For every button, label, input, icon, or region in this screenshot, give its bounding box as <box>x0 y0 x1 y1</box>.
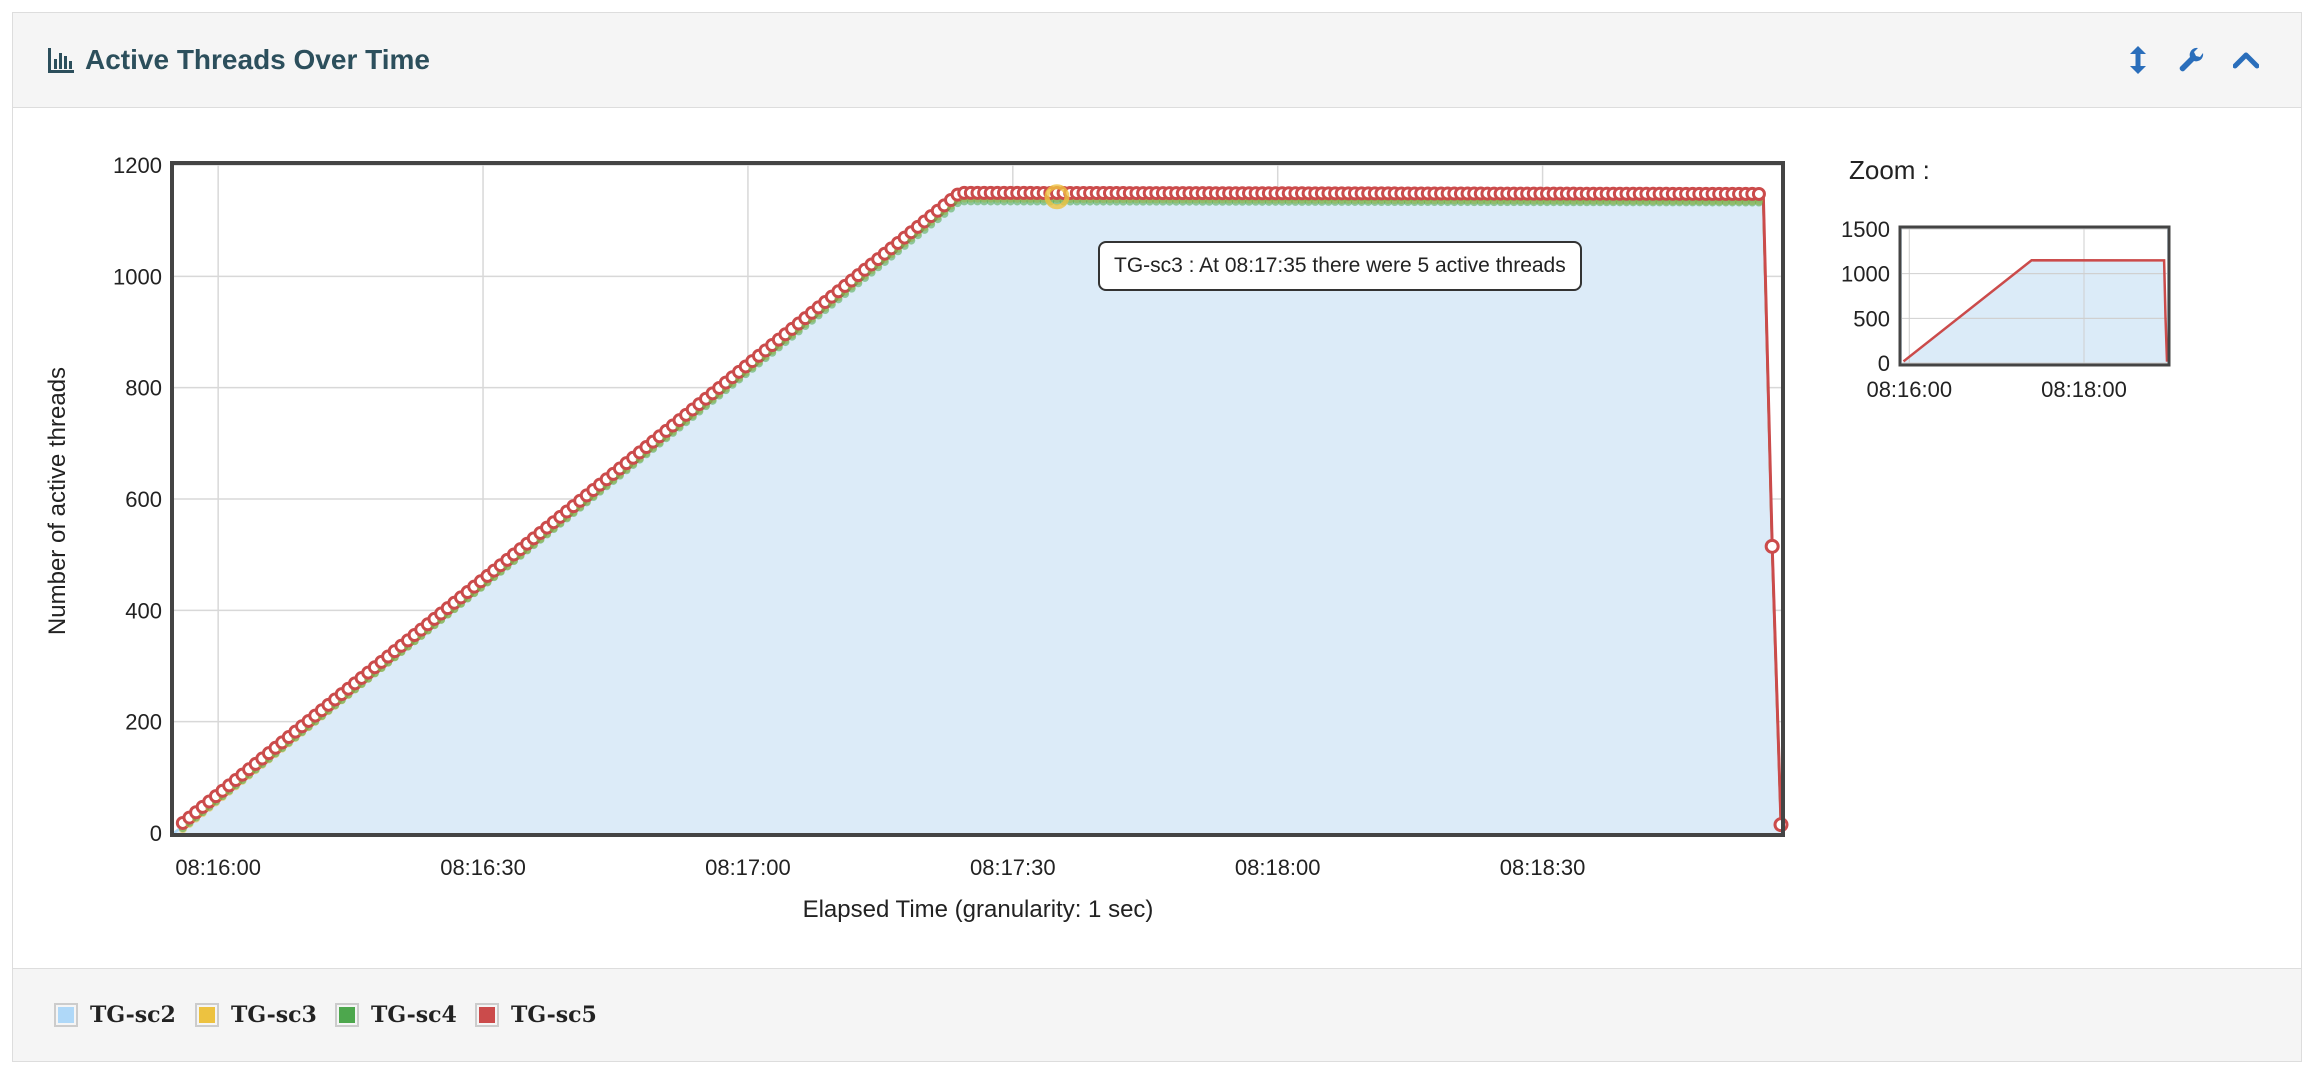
legend-item-tg-sc4[interactable]: TG-sc4 <box>335 969 457 1061</box>
legend-swatch <box>195 1003 219 1027</box>
legend-label: TG-sc2 <box>90 1002 176 1028</box>
y-tick-label: 1200 <box>113 153 162 178</box>
panel-title: Active Threads Over Time <box>85 44 430 75</box>
y-tick-label: 800 <box>125 376 162 401</box>
x-tick-label: 08:17:00 <box>705 855 791 880</box>
y-tick-label: 200 <box>125 710 162 735</box>
legend: TG-sc2 TG-sc3 TG-sc4 TG-sc5 <box>13 968 2301 1061</box>
legend-swatch <box>54 1003 78 1027</box>
y-axis-label: Number of active threads <box>44 367 71 635</box>
x-tick-label: 08:18:30 <box>1500 855 1586 880</box>
x-axis-label: Elapsed Time (granularity: 1 sec) <box>803 896 1154 923</box>
x-tick-label: 08:18:00 <box>1235 855 1321 880</box>
y-tick-label: 0 <box>150 821 162 846</box>
data-point-tg-sc5 <box>1764 538 1780 554</box>
highlight-point <box>1044 184 1070 210</box>
zoom-y-tick-label: 500 <box>1853 306 1890 331</box>
zoom-label: Zoom : <box>1849 155 1930 185</box>
zoom-overview-chart[interactable]: 0 500 1000 1500 08:16:00 08:18:00 <box>1841 217 2171 402</box>
legend-item-tg-sc3[interactable]: TG-sc3 <box>195 969 317 1061</box>
zoom-area-mask <box>1902 229 2167 363</box>
legend-label: TG-sc5 <box>511 1002 597 1028</box>
y-tick-label: 400 <box>125 598 162 623</box>
zoom-x-tick-label: 08:18:00 <box>2041 377 2127 402</box>
data-point-tg-sc5 <box>1751 186 1766 201</box>
y-tick-label: 600 <box>125 487 162 512</box>
zoom-y-tick-label: 1000 <box>1841 262 1890 287</box>
panel-heading: Active Threads Over Time <box>13 13 2301 108</box>
x-tick-label: 08:16:30 <box>440 855 526 880</box>
legend-label: TG-sc3 <box>231 1002 317 1028</box>
legend-item-tg-sc2[interactable]: TG-sc2 <box>54 969 176 1061</box>
resize-vertical-icon[interactable] <box>2123 45 2153 75</box>
zoom-y-tick-label: 1500 <box>1841 217 1890 242</box>
bar-chart-icon <box>48 48 74 73</box>
plot-border <box>170 161 1785 837</box>
chart-panel: Active Threads Over Time 0 200 400 600 800 10… <box>12 12 2302 1062</box>
zoom-series-line <box>1902 259 2169 363</box>
y-tick-label: 1000 <box>113 264 162 289</box>
x-tick-label: 08:16:00 <box>175 855 261 880</box>
active-threads-chart[interactable]: 0 200 400 600 800 1000 1200 08:16:00 08:16:30 08:… <box>13 107 2303 967</box>
x-tick-label: 08:17:30 <box>970 855 1056 880</box>
legend-swatch <box>335 1003 359 1027</box>
panel-tools <box>2123 13 2261 107</box>
data-tooltip: TG-sc3 : At 08:17:35 there were 5 active… <box>1098 241 1582 291</box>
legend-item-tg-sc5[interactable]: TG-sc5 <box>475 969 597 1061</box>
legend-swatch <box>475 1003 499 1027</box>
wrench-icon[interactable] <box>2177 45 2207 75</box>
legend-label: TG-sc4 <box>371 1002 457 1028</box>
zoom-border <box>1898 225 2171 367</box>
zoom-y-tick-label: 0 <box>1878 351 1890 376</box>
chevron-up-icon[interactable] <box>2231 45 2261 75</box>
series-area-tg-sc2 <box>174 198 1781 833</box>
zoom-x-tick-label: 08:16:00 <box>1866 377 1952 402</box>
